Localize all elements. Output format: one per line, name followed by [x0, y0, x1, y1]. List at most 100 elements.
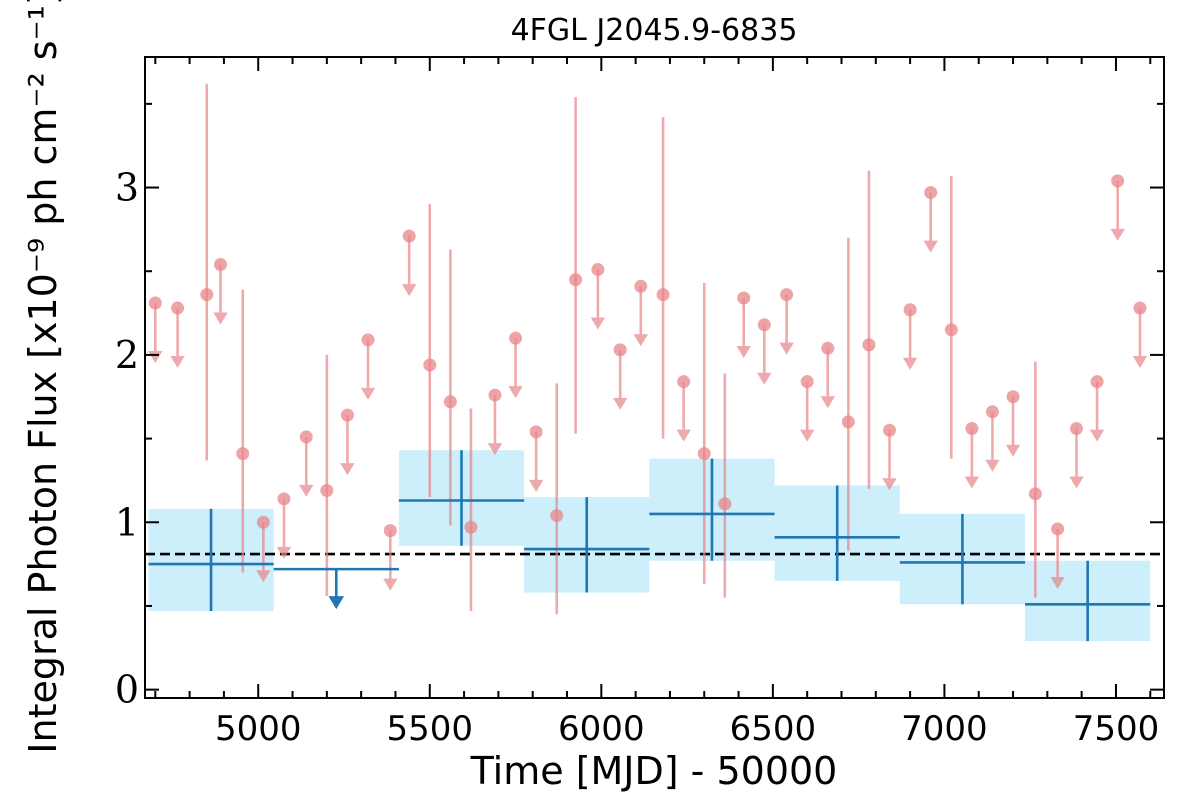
fine-bin-point: [862, 338, 876, 352]
fine-bin-upper-limit-point: [148, 296, 162, 310]
fine-bin-upper-limit-point: [340, 408, 354, 422]
fine-bin-point: [320, 483, 334, 497]
fine-bin-point: [718, 497, 732, 511]
fine-bin-upper-limit-point: [1051, 522, 1065, 536]
fine-bin-upper-limit-arrow: [276, 498, 292, 559]
fine-bin-upper-limit-point: [965, 422, 979, 436]
y-tick-label: 0: [115, 668, 139, 712]
fine-bin-upper-limit-point: [1006, 390, 1020, 404]
fine-bin-upper-limit-arrow: [487, 395, 503, 456]
fine-bin-upper-limit-arrow: [736, 298, 751, 359]
fine-bin-upper-limit-point: [903, 303, 917, 317]
axes-layer: 5000 5500 6000 6500 7000 7500 0 1 2 3: [115, 56, 1165, 749]
fine-bin-upper-limit-arrow: [1132, 308, 1148, 369]
fine-bin-upper-limit-point: [883, 423, 897, 437]
y-tick-label: 2: [115, 333, 139, 377]
fine-bin-upper-limit-point: [613, 343, 627, 357]
fine-bin-upper-limit-arrow: [590, 269, 606, 330]
fine-bin-upper-limit-point: [299, 430, 313, 444]
fine-bin-upper-limit-point: [1133, 301, 1147, 315]
fine-bin-upper-limit-arrow: [383, 530, 398, 591]
x-axis-label: Time [MJD] - 50000: [470, 749, 838, 793]
fine-bin-upper-limit-point: [256, 515, 270, 529]
fine-bin-upper-limit-arrow: [340, 415, 355, 476]
fine-bin-upper-limit-arrow: [985, 411, 1000, 472]
fine-bin-upper-limit-point: [1111, 174, 1125, 188]
fine-bin-upper-limit-arrow: [1069, 428, 1084, 489]
x-tick-label: 7500: [1073, 709, 1160, 749]
x-tick-label: 5000: [215, 709, 302, 749]
fine-bin-upper-limit-point: [361, 333, 375, 347]
fine-bin-upper-limit-arrow: [299, 436, 314, 497]
fine-bin-point: [944, 323, 958, 337]
x-tick-label: 7000: [901, 709, 988, 749]
fine-bin-upper-limit-arrow: [1005, 396, 1021, 457]
plot-frame: [144, 56, 1165, 699]
fine-bin-upper-limit-point: [800, 375, 814, 389]
y-tick-label: 3: [115, 166, 139, 210]
fine-bin-upper-limit-arrow: [1110, 180, 1125, 241]
fine-bin-upper-limit-point: [757, 318, 771, 332]
fine-bin-upper-limit-point: [529, 425, 543, 439]
fine-bin-upper-limit-point: [1090, 375, 1104, 389]
coarse-bin-layer: [148, 450, 1151, 642]
fine-bin-upper-limit-arrow: [923, 192, 938, 253]
y-axis-label: Integral Photon Flux [x10⁻⁹ ph cm⁻² s⁻¹]: [21, 0, 65, 754]
fine-bin-point: [656, 288, 670, 302]
fine-bin-upper-limit-arrow: [902, 309, 918, 370]
fine-bin-upper-limit-point: [737, 291, 751, 305]
fine-bin-upper-limit-arrow: [964, 428, 980, 489]
fine-bin-upper-limit-point: [634, 279, 648, 293]
fine-bin-point: [569, 273, 583, 287]
fine-bin-point: [1028, 487, 1042, 501]
fine-bin-upper-limit-point: [171, 301, 185, 315]
fine-bin-point: [423, 358, 437, 372]
fine-bin-point: [841, 415, 855, 429]
fine-bin-upper-limit-point: [488, 388, 502, 402]
x-tick-label: 6500: [730, 709, 817, 749]
fine-bin-upper-limit-point: [1070, 422, 1084, 436]
fine-bin-point: [236, 447, 250, 461]
fine-bin-point: [697, 447, 711, 461]
fine-bin-upper-limit-point: [213, 258, 227, 272]
fine-bin-upper-limit-point: [677, 375, 691, 389]
fine-bin-upper-limit-arrow: [633, 286, 648, 347]
fine-bin-upper-limit-arrow: [779, 294, 794, 355]
fine-bin-point: [200, 288, 214, 302]
fine-bin-upper-limit-arrow: [401, 236, 417, 297]
fine-bin-layer: [148, 83, 1148, 615]
fine-bin-upper-limit-arrow: [676, 381, 691, 442]
fine-bin-upper-limit-arrow: [799, 381, 815, 442]
fine-bin-upper-limit-point: [402, 229, 416, 243]
fine-bin-upper-limit-arrow: [757, 324, 772, 385]
fine-bin-upper-limit-arrow: [1050, 528, 1065, 589]
fine-bin-upper-limit-arrow: [820, 348, 835, 409]
x-tick-label: 5500: [387, 709, 474, 749]
fine-bin-upper-limit-arrow: [1089, 381, 1105, 442]
fine-bin-upper-limit-point: [277, 492, 291, 506]
fine-bin-upper-limit-arrow: [508, 338, 523, 399]
fine-bin-upper-limit-arrow: [528, 431, 544, 492]
fine-bin-upper-limit-arrow: [170, 308, 185, 369]
fine-bin-upper-limit-point: [924, 186, 938, 200]
fine-bin-upper-limit-arrow: [213, 264, 228, 325]
fine-bin-point: [464, 520, 478, 534]
fine-bin-upper-limit-point: [383, 524, 397, 538]
coarse-bin-bands: [148, 450, 1151, 642]
fine-bin-point: [443, 395, 457, 409]
y-tick-label: 1: [115, 500, 139, 544]
fine-bin-upper-limit-point: [821, 341, 835, 355]
fine-bin-upper-limit-arrow: [360, 339, 376, 400]
fine-bin-upper-limit-point: [591, 263, 605, 277]
chart-title: 4FGL J2045.9-6835: [511, 13, 798, 48]
x-tick-label: 6000: [558, 709, 645, 749]
fine-bin-upper-limit-arrow: [612, 349, 628, 410]
fine-bin-upper-limit-point: [509, 331, 523, 345]
fine-bin-upper-limit-point: [985, 405, 999, 419]
fine-bin-upper-limit-point: [780, 288, 794, 302]
fine-bin-upper-limit-arrow: [882, 430, 897, 491]
coarse-bin-upper-limit-arrow: [328, 569, 345, 610]
fine-bin-point: [550, 509, 564, 523]
